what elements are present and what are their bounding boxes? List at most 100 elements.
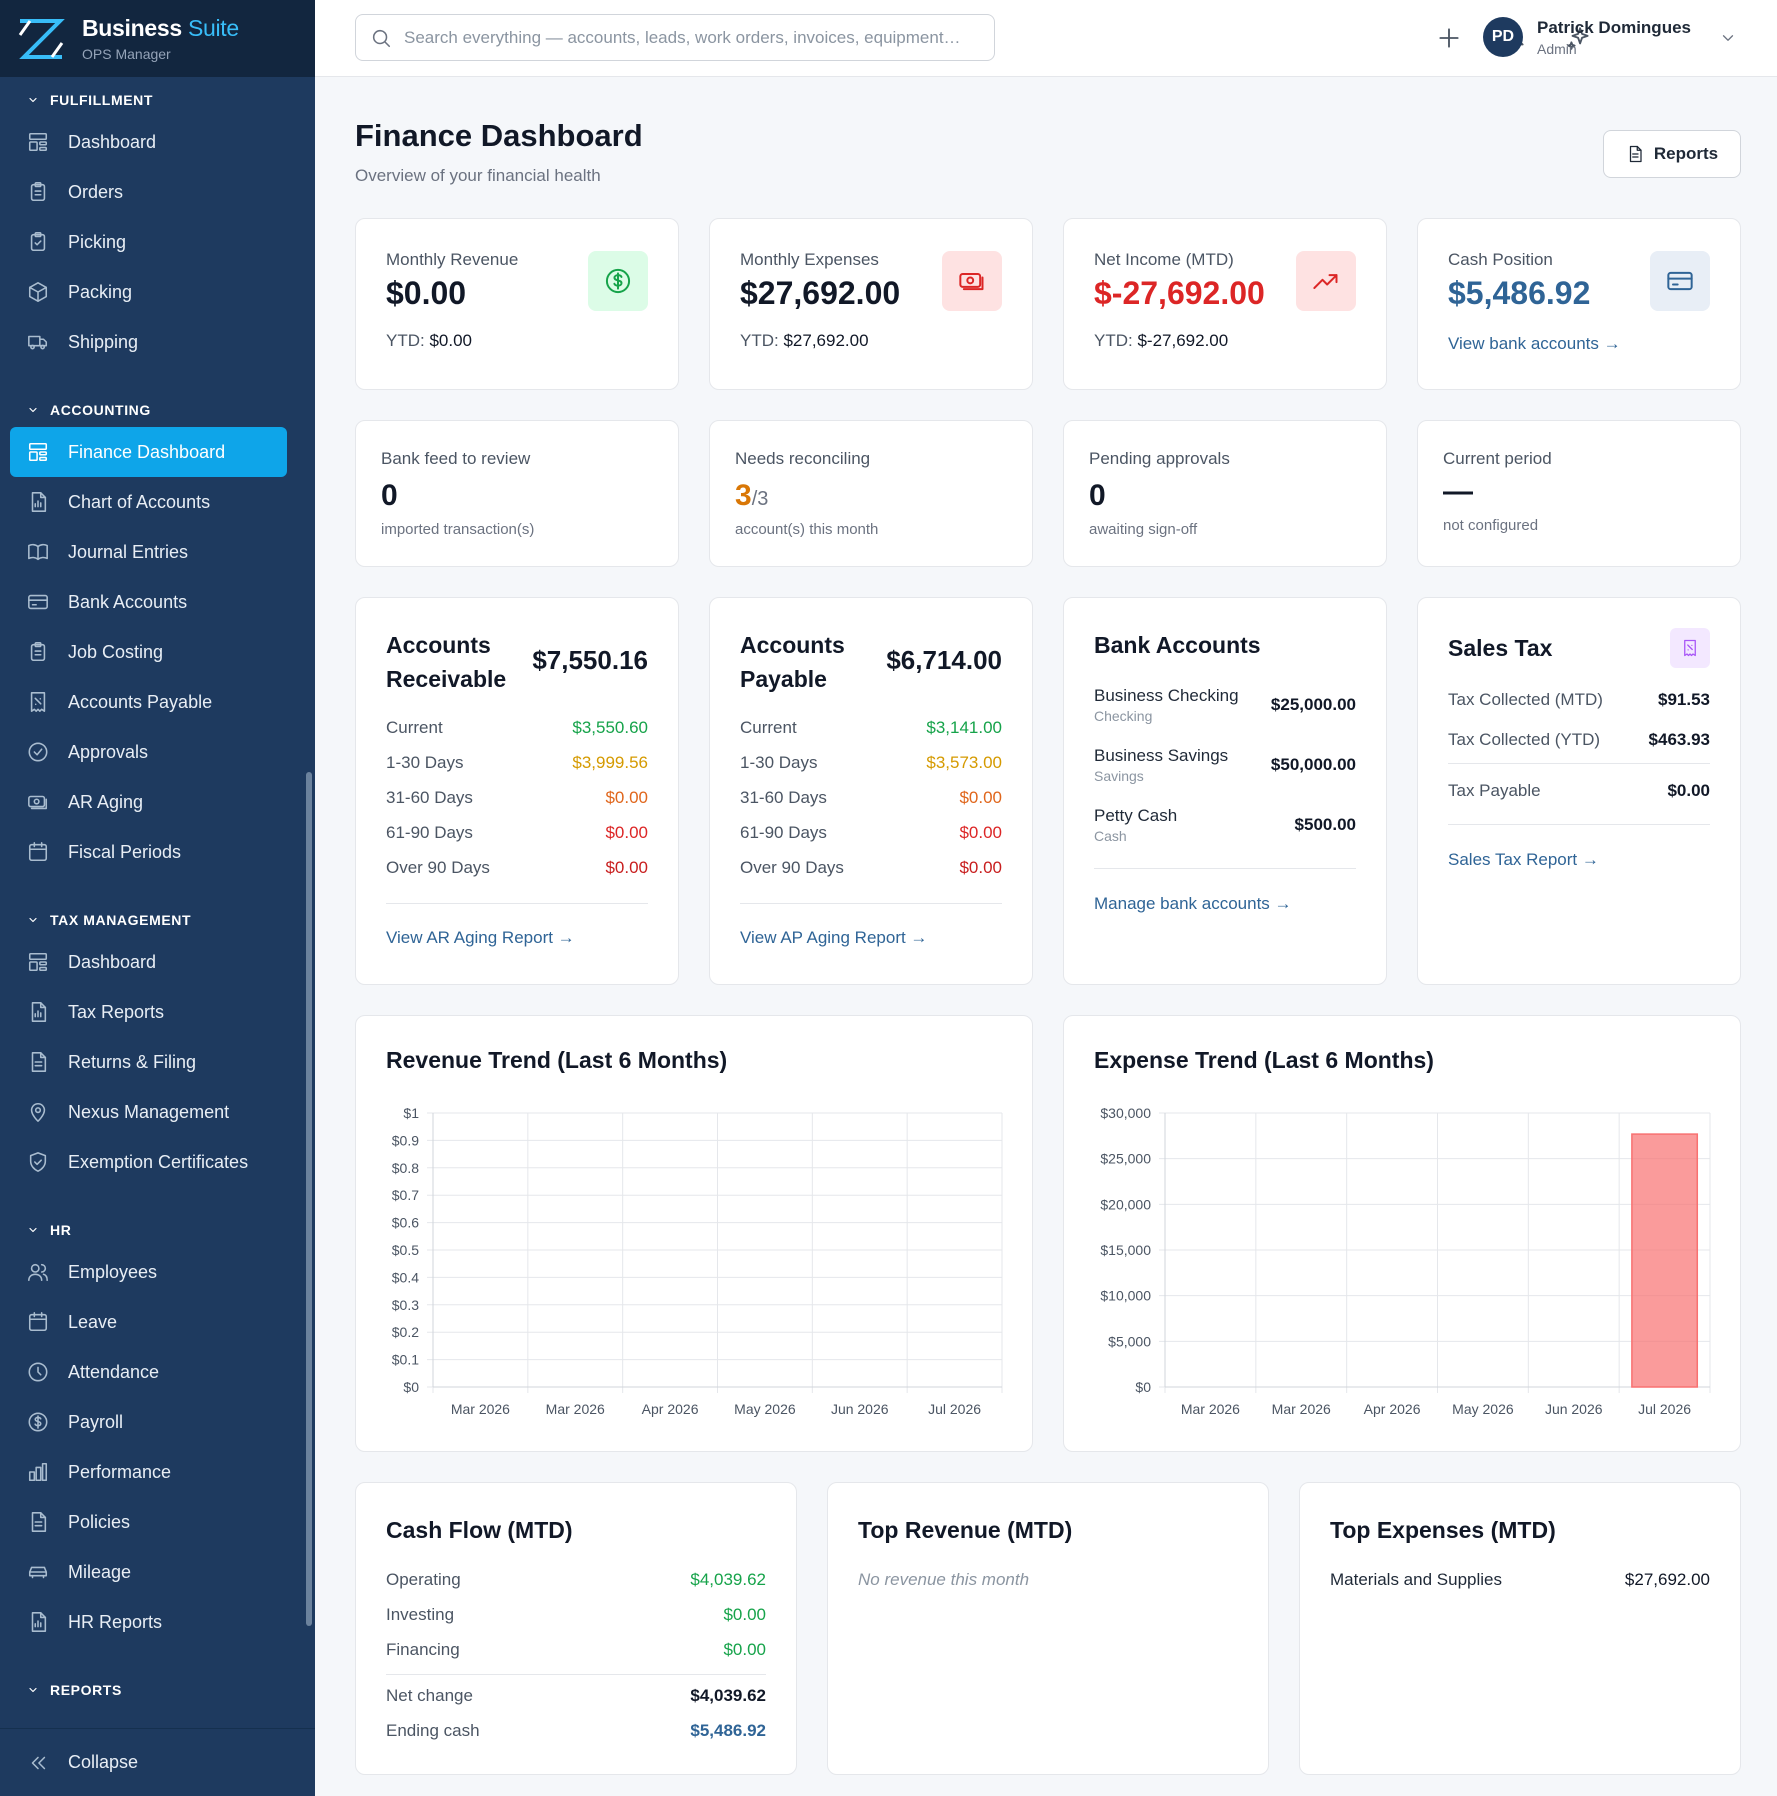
chart-title: Revenue Trend (Last 6 Months) [386, 1047, 728, 1073]
sidebar-item-picking[interactable]: Picking [0, 217, 315, 267]
sidebar-item-employees[interactable]: Employees [0, 1247, 315, 1297]
sidebar-section-hr[interactable]: HR [0, 1217, 315, 1243]
bank-account-row[interactable]: Business Savings Savings $50,000.00 [1094, 746, 1356, 784]
y-tick-label: $5,000 [1108, 1333, 1151, 1349]
empty-state: No revenue this month [858, 1570, 1030, 1589]
sidebar-item-packing[interactable]: Packing [0, 267, 315, 317]
sidebar-item-orders[interactable]: Orders [0, 167, 315, 217]
collapse-button[interactable]: Collapse [0, 1728, 315, 1796]
bank-account-row[interactable]: Business Checking Checking $25,000.00 [1094, 686, 1356, 724]
sidebar-item-dashboard[interactable]: Dashboard [0, 937, 315, 987]
sidebar-item-fiscal-periods[interactable]: Fiscal Periods [0, 827, 315, 877]
collapse-label: Collapse [68, 1752, 139, 1772]
sidebar-item-ar-aging[interactable]: AR Aging [0, 777, 315, 827]
plus-icon[interactable] [1436, 25, 1462, 51]
dashboard-icon [27, 131, 49, 153]
sidebar-item-bank-accounts[interactable]: Bank Accounts [0, 577, 315, 627]
y-tick-label: $0 [403, 1379, 419, 1395]
stat-card-bank-feed[interactable]: Bank feed to review 0 imported transacti… [355, 420, 679, 567]
x-tick-label: Mar 2026 [1272, 1401, 1331, 1417]
manage-bank-accounts-link[interactable]: Manage bank accounts → [1094, 894, 1292, 913]
sidebar-item-finance-dashboard[interactable]: Finance Dashboard [10, 427, 287, 477]
bank-accounts-card: Bank Accounts Business Checking Checking $… [1063, 597, 1387, 985]
user-role: Admin [1537, 41, 1577, 57]
view-bank-accounts-link[interactable]: View bank accounts → [1448, 334, 1621, 353]
sidebar-item-nexus-management[interactable]: Nexus Management [0, 1087, 315, 1137]
sidebar-item-performance[interactable]: Performance [0, 1447, 315, 1497]
sales-tax-report-link[interactable]: Sales Tax Report → [1448, 850, 1599, 869]
sidebar-item-hr-reports[interactable]: HR Reports [0, 1597, 315, 1647]
sidebar-section-fulfillment[interactable]: FULFILLMENT [0, 87, 315, 113]
card-title: Accounts Receivable [386, 632, 507, 692]
stat-label: Needs reconciling [735, 449, 871, 468]
chart-doc-icon [27, 1611, 49, 1633]
sidebar-item-tax-reports[interactable]: Tax Reports [0, 987, 315, 1037]
sidebar-item-exemption-certificates[interactable]: Exemption Certificates [0, 1137, 315, 1187]
check-circle-icon [27, 741, 49, 763]
sidebar-section-reports[interactable]: REPORTS [0, 1677, 315, 1703]
reports-button[interactable]: Reports [1603, 130, 1741, 178]
view-ar-aging-link[interactable]: View AR Aging Report → [386, 928, 575, 947]
top-revenue-card: Top Revenue (MTD) No revenue this month [827, 1482, 1269, 1775]
sidebar-item-attendance[interactable]: Attendance [0, 1347, 315, 1397]
bar[interactable] [1631, 1133, 1699, 1388]
chevron-down-icon [27, 1224, 39, 1236]
revenue-trend-card: Revenue Trend (Last 6 Months) $0 $0.1 $0.2… [355, 1015, 1033, 1452]
sidebar-scrollbar[interactable] [306, 772, 312, 1626]
cash-flow-row-investing: Investing $0.00 [386, 1605, 766, 1624]
bank-account-row[interactable]: Petty Cash Cash $500.00 [1094, 806, 1356, 844]
stat-card-current-period[interactable]: Current period — not configured [1417, 420, 1741, 567]
avatar[interactable]: PD [1483, 17, 1523, 57]
trend-up-icon [1312, 267, 1340, 295]
user-name[interactable]: Patrick Domingues [1537, 18, 1691, 37]
sidebar-item-label: Picking [68, 231, 127, 252]
sidebar-item-returns-filing[interactable]: Returns & Filing [0, 1037, 315, 1087]
document-icon [27, 1511, 49, 1533]
sidebar-item-chart-of-accounts[interactable]: Chart of Accounts [0, 477, 315, 527]
aging-row-over-90-days: Over 90 Days $0.00 [386, 858, 648, 877]
aging-row-31-60-days: 31-60 Days $0.00 [386, 788, 648, 807]
book-icon [27, 541, 49, 563]
sidebar-item-approvals[interactable]: Approvals [0, 727, 315, 777]
sidebar-item-label: Shipping [68, 331, 139, 352]
sidebar-section-accounting[interactable]: ACCOUNTING [0, 397, 315, 423]
sidebar-item-policies[interactable]: Policies [0, 1497, 315, 1547]
search-box[interactable] [355, 14, 995, 61]
sidebar-item-journal-entries[interactable]: Journal Entries [0, 527, 315, 577]
x-tick-label: May 2026 [734, 1401, 796, 1417]
shield-check-icon [27, 1151, 49, 1173]
sidebar-item-leave[interactable]: Leave [0, 1297, 315, 1347]
sidebar-item-payroll[interactable]: Payroll [0, 1397, 315, 1447]
sidebar-item-label: Dashboard [68, 951, 157, 972]
sidebar-item-label: Nexus Management [68, 1101, 230, 1122]
view-ap-aging-link[interactable]: View AP Aging Report → [740, 928, 928, 947]
chevron-down-icon[interactable] [1719, 29, 1737, 47]
sidebar-item-dashboard[interactable]: Dashboard [0, 117, 315, 167]
sidebar-section-title: ACCOUNTING [50, 402, 151, 418]
sidebar-item-mileage[interactable]: Mileage [0, 1547, 315, 1597]
kpi-ytd: YTD: $27,692.00 [740, 331, 869, 350]
net-change-row: Net change $4,039.62 [386, 1686, 766, 1705]
sidebar-section-tax-management[interactable]: TAX MANAGEMENT [0, 907, 315, 933]
y-tick-label: $0.5 [392, 1242, 419, 1258]
sidebar-item-label: Packing [68, 281, 133, 302]
cash-icon [27, 791, 49, 813]
y-tick-label: $0 [1135, 1379, 1151, 1395]
stat-card-pending-approvals[interactable]: Pending approvals 0 awaiting sign-off [1063, 420, 1387, 567]
document-icon [1626, 145, 1644, 163]
brand[interactable]: Business Suite OPS Manager [0, 0, 315, 77]
sidebar-item-accounts-payable[interactable]: Accounts Payable [0, 677, 315, 727]
stat-sub: imported transaction(s) [381, 521, 535, 538]
y-tick-label: $0.6 [392, 1215, 419, 1231]
x-tick-label: May 2026 [1452, 1401, 1514, 1417]
sidebar-item-job-costing[interactable]: Job Costing [0, 627, 315, 677]
search-input[interactable] [404, 27, 984, 48]
kpi-icon-box [588, 251, 648, 311]
stat-card-needs-reconciling[interactable]: Needs reconciling 3/3 account(s) this mo… [709, 420, 1033, 567]
sidebar-item-shipping[interactable]: Shipping [0, 317, 315, 367]
sidebar-item-label: Exemption Certificates [68, 1151, 249, 1172]
page-subtitle: Overview of your financial health [355, 166, 601, 185]
sales-tax-card: Sales Tax Tax Collected (MTD) $91.53 Tax … [1417, 597, 1741, 985]
chevron-down-icon [27, 94, 39, 106]
x-tick-label: Mar 2026 [1181, 1401, 1240, 1417]
